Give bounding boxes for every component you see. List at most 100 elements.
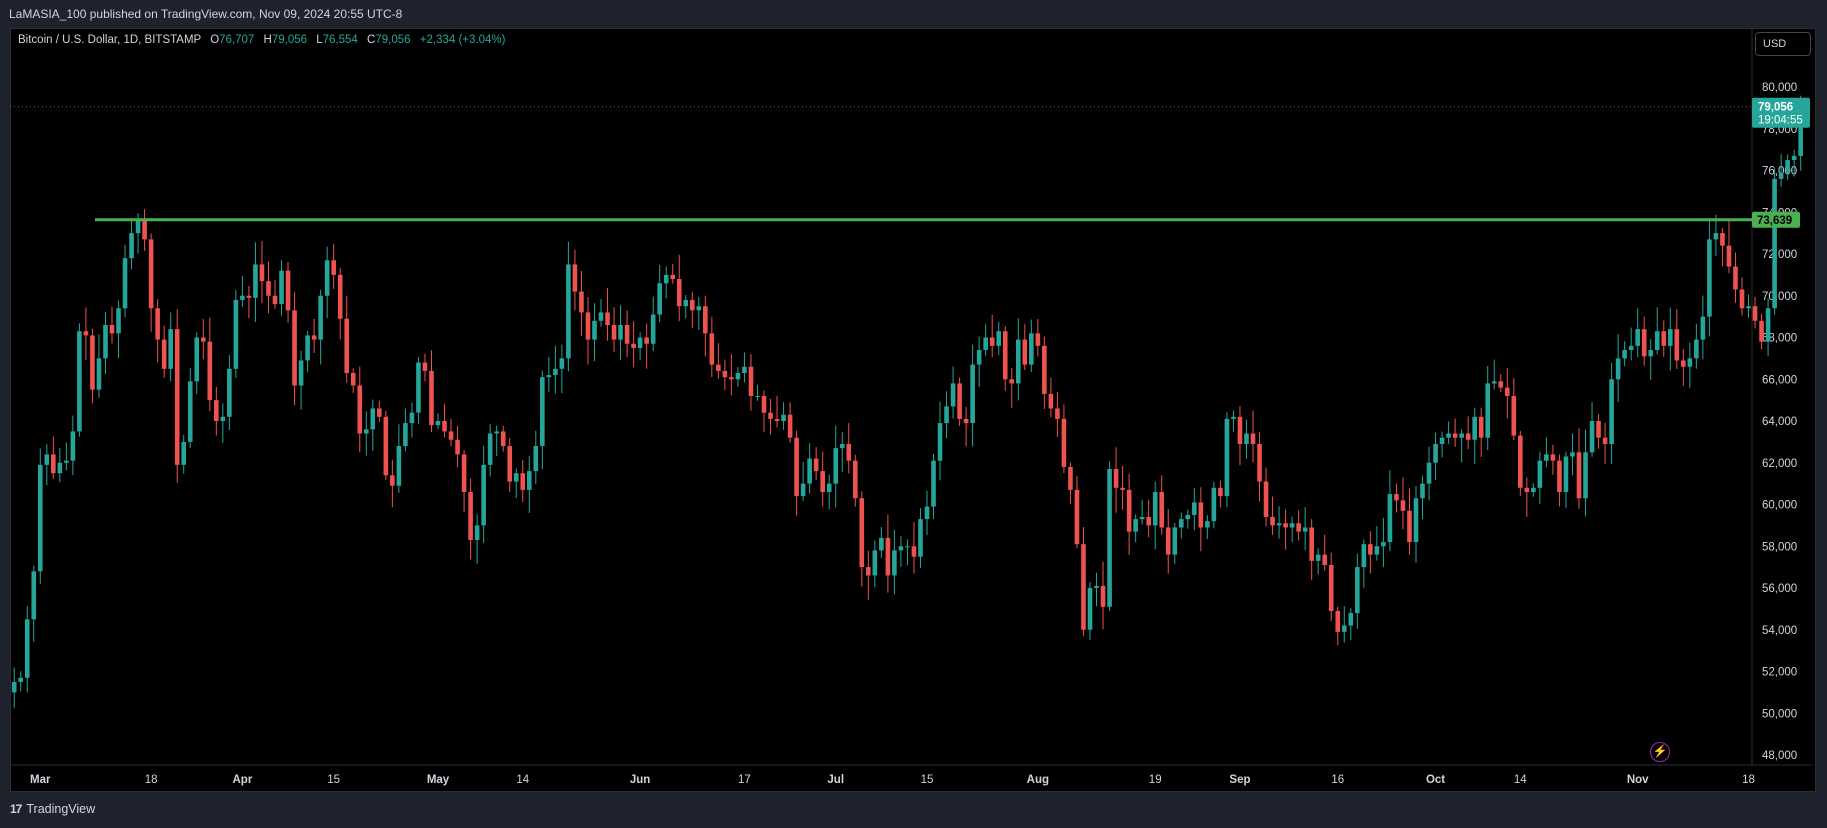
candle-body [122,258,128,309]
candle-body [96,358,102,390]
candle-body [611,324,617,340]
candle-body [1055,408,1060,419]
candle-body [1407,510,1412,543]
candle-body [285,270,291,311]
candle-body [963,418,969,424]
candle-body [1798,106,1803,156]
candle-body [1296,523,1301,532]
y-tick-label: 62,000 [1762,458,1797,470]
candle-body [585,312,591,340]
legend-open: 76,707 [219,34,255,46]
candle-body [481,464,486,526]
level-price-label: 73,639 [1757,215,1792,227]
candle-body [513,473,519,482]
candle-body [1426,462,1432,484]
currency-button[interactable]: USD [1755,32,1811,56]
candle-body [422,362,428,371]
candle-body [813,458,819,472]
candle-body [1589,421,1595,453]
candle-body [1563,456,1569,492]
y-tick-label: 52,000 [1762,667,1797,679]
y-tick-label: 58,000 [1762,541,1797,553]
candle-body [37,464,43,572]
candle-body [1289,523,1295,528]
x-tick-label: 18 [145,774,158,786]
candle-body [246,295,252,298]
candle-body [572,264,578,292]
candle-body [1022,339,1028,365]
candle-body [670,274,676,280]
candle-body [116,308,121,334]
candle-body [1641,329,1647,357]
candle-body [1785,160,1790,173]
candle-body [1628,345,1634,351]
x-tick-label: 17 [738,774,751,786]
candle-body [787,414,793,438]
candle-body [1100,585,1106,607]
candle-body [1042,345,1047,394]
x-tick-label: Nov [1627,774,1649,786]
candle-body [1465,433,1471,440]
candle-body [1459,433,1464,438]
candle-body [383,416,389,476]
candle-body [429,370,434,426]
candle-body [735,372,741,380]
lightning-icon[interactable]: ⚡ [1650,742,1670,762]
candle-body [768,412,773,419]
candle-body [657,283,662,315]
candle-body [957,383,962,419]
candle-body [533,446,539,472]
candle-body [1244,433,1249,444]
candle-body [1635,329,1640,346]
legend-low-label: L [316,34,323,46]
legend-symbol[interactable]: Bitcoin / U.S. Dollar, 1D, BITSTAMP [18,34,201,46]
y-tick-label: 50,000 [1762,708,1797,720]
candle-body [18,677,24,682]
candle-body [898,546,904,551]
candle-body [1746,306,1751,309]
x-tick-label: Apr [232,774,252,786]
candle-body [1622,350,1627,359]
candle-body [220,416,226,421]
candle-body [846,443,852,461]
candle-body [716,364,721,371]
candle-body [109,324,115,334]
legend-open-label: O [210,34,220,46]
candle-body [200,337,206,342]
candle-body [207,341,213,401]
x-tick-label: 14 [1514,774,1527,786]
candle-body [1185,514,1191,520]
candle-body [1113,469,1119,488]
candle-body [924,506,930,520]
candle-body [318,295,323,340]
y-tick-label: 72,000 [1762,249,1797,261]
candle-body [377,408,382,417]
candle-body [1602,437,1608,444]
x-tick-label: 16 [1331,774,1344,786]
candle-body [937,423,943,461]
tradingview-logo[interactable]: 17 TradingView [10,802,95,816]
candle-body [1485,383,1491,438]
candle-body [1061,418,1067,467]
candle-body [70,431,76,461]
candle-body [996,331,1002,346]
candle-body [298,360,304,386]
candle-body [272,295,278,305]
candle-body [403,423,408,447]
candle-body [1237,416,1243,444]
candle-body [1778,172,1784,179]
candle-body [950,383,956,407]
candle-body [64,460,69,463]
candle-body [324,260,330,296]
candle-body [526,471,532,490]
candle-body [1648,350,1654,357]
candle-body [807,458,812,484]
candle-body [1576,452,1582,499]
candle-body [663,274,669,284]
candle-body [833,448,839,484]
candle-body [598,312,604,321]
candle-body [1674,329,1680,361]
candle-body [1198,502,1204,528]
candle-body [44,454,50,465]
